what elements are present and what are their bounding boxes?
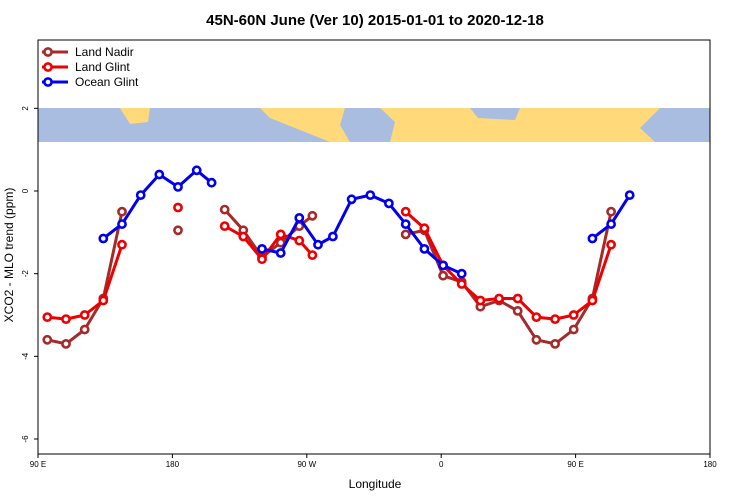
atlantic-ocean-shape xyxy=(340,108,395,142)
data-point xyxy=(550,314,560,324)
data-point xyxy=(438,270,448,281)
data-point xyxy=(173,181,183,192)
data-point xyxy=(512,305,523,316)
y-tick-label: 2 xyxy=(21,106,30,111)
data-point xyxy=(307,250,318,260)
data-point xyxy=(456,279,467,289)
data-point xyxy=(606,239,616,250)
data-point xyxy=(294,235,305,246)
legend-entry: Ocean Glint xyxy=(75,75,139,89)
data-point xyxy=(550,338,560,349)
data-point xyxy=(587,295,598,306)
data-point xyxy=(531,312,542,322)
data-point xyxy=(438,260,448,271)
data-point xyxy=(98,233,109,244)
x-tick-label: 90 E xyxy=(567,460,583,469)
data-point xyxy=(79,324,90,335)
data-point xyxy=(42,334,53,345)
series-line xyxy=(404,210,613,321)
data-point xyxy=(494,293,504,304)
data-point xyxy=(173,202,183,213)
x-axis-label: Longitude xyxy=(349,477,402,491)
chart-title: 45N-60N June (Ver 10) 2015-01-01 to 2020… xyxy=(206,12,544,29)
series-land-nadir xyxy=(42,204,616,349)
data-point xyxy=(383,198,394,209)
data-point xyxy=(219,204,230,215)
data-point xyxy=(275,248,286,258)
legend-swatch-marker xyxy=(43,77,53,87)
inland-water-shape xyxy=(470,108,520,120)
x-tick-label: 90 E xyxy=(30,460,46,469)
land-patch-shape-2 xyxy=(120,108,150,124)
y-tick-label: -4 xyxy=(21,352,30,360)
series-ocean-glint xyxy=(98,165,635,279)
map-band xyxy=(38,108,710,142)
data-point xyxy=(117,239,127,250)
series-layer xyxy=(42,165,635,349)
y-axis: 0 -2 -4 -6 2 xyxy=(21,106,38,443)
data-point xyxy=(135,190,146,200)
data-point xyxy=(313,239,323,250)
data-point xyxy=(456,268,467,279)
data-point xyxy=(294,212,305,223)
data-point xyxy=(419,223,430,234)
y-tick-label: 0 xyxy=(21,188,30,193)
x-tick-label: 0 xyxy=(439,460,444,469)
data-point xyxy=(173,225,183,236)
data-point xyxy=(606,219,616,229)
x-tick-label: 90 W xyxy=(297,460,316,469)
data-point xyxy=(346,194,357,205)
data-point xyxy=(238,231,249,242)
plot-frame xyxy=(37,39,711,455)
data-point xyxy=(191,165,202,176)
legend-swatch-marker xyxy=(43,62,53,72)
data-point xyxy=(42,312,53,322)
data-point xyxy=(257,254,267,265)
data-point xyxy=(257,243,267,254)
data-point xyxy=(327,231,338,242)
x-tick-label: 180 xyxy=(703,460,717,469)
data-point xyxy=(98,295,109,306)
data-point xyxy=(275,229,286,240)
data-point xyxy=(117,206,127,217)
x-tick-label: 180 xyxy=(166,460,180,469)
pacific-ocean-east-shape xyxy=(640,108,710,142)
land-patch-shape xyxy=(400,126,440,142)
legend-swatch-marker xyxy=(43,47,53,57)
y-tick-label: -2 xyxy=(21,270,30,278)
data-point xyxy=(400,206,411,217)
series-line xyxy=(405,211,613,346)
legend-entry: Land Nadir xyxy=(75,45,134,59)
pacific-ocean-shape xyxy=(38,108,330,142)
data-point xyxy=(365,190,376,200)
data-point xyxy=(568,310,579,320)
data-point xyxy=(606,206,616,217)
data-point xyxy=(400,229,411,240)
data-point xyxy=(587,233,598,244)
data-point xyxy=(531,334,542,345)
y-tick-label: -6 xyxy=(21,435,30,443)
series-line xyxy=(47,244,124,321)
data-point xyxy=(512,293,523,304)
x-axis: 90 E 180 90 W 0 90 E 180 xyxy=(30,454,717,469)
data-point xyxy=(61,338,71,349)
data-point xyxy=(117,219,127,229)
data-point xyxy=(568,324,579,335)
data-point xyxy=(419,243,430,254)
y-axis-label: XCO2 - MLO trend (ppm) xyxy=(2,188,16,323)
data-point xyxy=(307,210,318,221)
data-point xyxy=(61,314,71,324)
series-line xyxy=(261,193,463,276)
data-point xyxy=(154,169,165,180)
data-point xyxy=(400,219,411,229)
data-point xyxy=(475,295,486,306)
data-point xyxy=(219,221,230,231)
data-point xyxy=(79,310,90,320)
series-land-glint xyxy=(42,202,616,324)
data-point xyxy=(624,190,635,200)
legend-entry: Land Glint xyxy=(75,60,130,74)
data-point xyxy=(206,177,217,188)
